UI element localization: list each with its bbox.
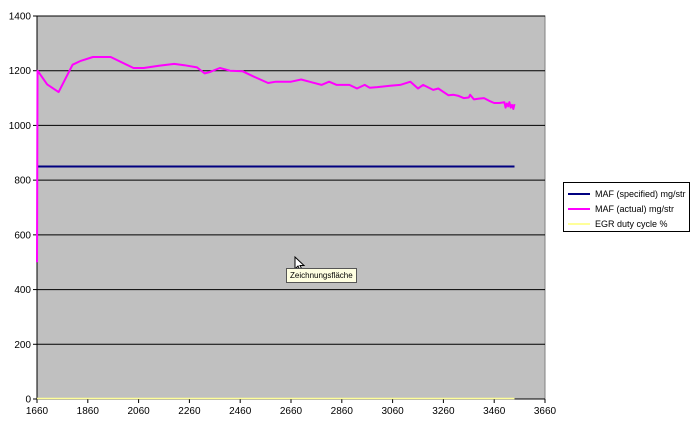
- x-tick-label: 2060: [127, 406, 150, 417]
- gridlines: [37, 15, 545, 345]
- legend-label-egr-duty-cycle: EGR duty cycle %: [595, 218, 668, 229]
- x-tick-label: 1860: [77, 406, 100, 417]
- series-line-maf-actual-mg-str: [36, 56, 516, 263]
- legend-item: EGR duty cycle %: [568, 216, 689, 231]
- legend-item: MAF (specified) mg/str: [568, 186, 689, 201]
- x-tick-label: 3660: [534, 406, 557, 417]
- plot-area: [36, 15, 546, 400]
- tick-labels: 0 200 400 600 800 1000 1200 1400 1660 1860 2060 226…: [9, 12, 557, 418]
- y-tick-label: 600: [14, 230, 31, 241]
- legend-label-maf-specified: MAF (specified) mg/str: [595, 188, 686, 199]
- y-tick-label: 200: [14, 340, 31, 351]
- tooltip: Zeichnungsfläche: [286, 268, 357, 283]
- legend-swatch-maf-actual: [568, 207, 590, 210]
- legend: MAF (specified) mg/str MAF (actual) mg/s…: [563, 182, 690, 232]
- legend-swatch-egr-duty-cycle: [568, 222, 590, 225]
- y-tick-label: 0: [25, 395, 31, 406]
- x-tick-label: 2660: [280, 406, 303, 417]
- legend-label-maf-actual: MAF (actual) mg/str: [595, 203, 675, 214]
- x-tick-label: 1660: [26, 406, 49, 417]
- x-tick-label: 3060: [381, 406, 404, 417]
- legend-swatch-maf-specified: [568, 192, 590, 195]
- legend-item: MAF (actual) mg/str: [568, 201, 689, 216]
- y-tick-label: 1400: [9, 12, 32, 23]
- x-tick-label: 2260: [178, 406, 201, 417]
- x-tick-label: 3460: [483, 406, 506, 417]
- y-tick-label: 1000: [9, 121, 32, 132]
- y-tick-label: 1200: [9, 66, 32, 77]
- y-tick-label: 400: [14, 285, 31, 296]
- x-tick-label: 2860: [331, 406, 354, 417]
- series-lines: [36, 56, 516, 400]
- y-tick-label: 800: [14, 176, 31, 187]
- x-tick-label: 2460: [229, 406, 252, 417]
- x-tick-label: 3260: [432, 406, 455, 417]
